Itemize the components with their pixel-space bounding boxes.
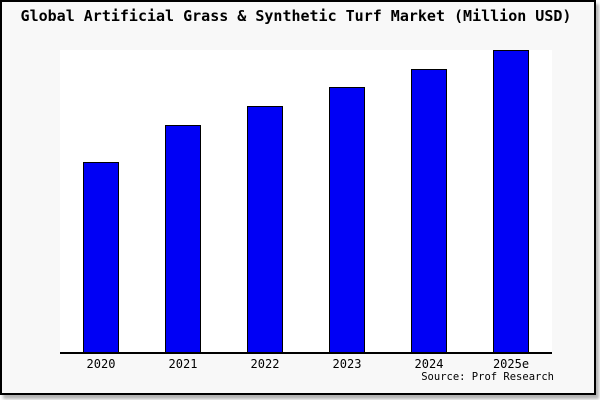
- bar-2024: [411, 69, 447, 352]
- x-axis-tick-labels: 2020 2021 2022 2023 2024 2025e: [60, 357, 552, 371]
- x-tick-label-2022: 2022: [250, 357, 280, 371]
- x-tick-label-2023: 2023: [332, 357, 362, 371]
- x-tick-label-2024: 2024: [414, 357, 444, 371]
- source-caption: Source: Prof Research: [421, 371, 554, 383]
- bar-2023: [329, 87, 365, 352]
- x-tick-label-2025e: 2025e: [492, 357, 530, 371]
- bar-2022: [247, 105, 283, 352]
- chart-title: Global Artificial Grass & Synthetic Turf…: [20, 7, 572, 25]
- bar-2025e: [493, 50, 529, 352]
- x-tick-label-2021: 2021: [168, 357, 198, 371]
- bar-slot-2024: [388, 50, 470, 352]
- bar-slot-2025e: [470, 50, 552, 352]
- bar-slot-2023: [306, 50, 388, 352]
- plot-area: [60, 50, 552, 354]
- x-tick-label-2020: 2020: [86, 357, 116, 371]
- bar-slot-2022: [224, 50, 306, 352]
- bar-slot-2020: [60, 50, 142, 352]
- bar-2020: [83, 162, 119, 352]
- bar-slot-2021: [142, 50, 224, 352]
- bar-2021: [165, 124, 201, 352]
